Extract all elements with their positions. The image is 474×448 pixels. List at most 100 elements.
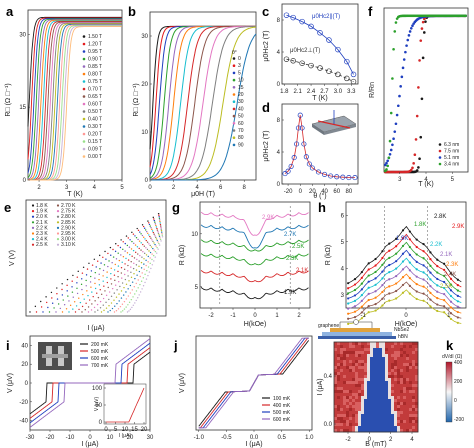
panel-i-xtick-label: -30 bbox=[26, 435, 35, 441]
panel-e-point bbox=[154, 243, 156, 246]
panel-d-point bbox=[334, 174, 340, 180]
panel-e-point bbox=[151, 230, 154, 232]
panel-k-heatmap-cell bbox=[358, 402, 362, 406]
panel-k-heatmap-cell bbox=[337, 366, 341, 370]
panel-k-heatmap-cell bbox=[370, 342, 374, 346]
panel-k-heatmap-cell bbox=[415, 345, 419, 349]
panel-h-point bbox=[456, 294, 459, 298]
panel-h-point bbox=[388, 292, 391, 295]
panel-k-heatmap-cell bbox=[415, 423, 419, 427]
panel-a-legend-marker bbox=[82, 117, 86, 121]
panel-j-xtick-label: 0.0 bbox=[250, 435, 259, 441]
panel-k-heatmap-cell bbox=[409, 342, 413, 346]
panel-k-heatmap-cell bbox=[403, 429, 407, 433]
panel-e-point bbox=[138, 294, 140, 296]
panel-k-heatmap-cell bbox=[352, 375, 356, 379]
panel-e-point bbox=[61, 311, 64, 313]
panel-a-legend-marker bbox=[82, 65, 86, 68]
panel-a-legend-entry: 0.90 T bbox=[88, 57, 102, 63]
panel-k-heatmap-cell bbox=[364, 405, 368, 409]
panel-k-heatmap-cell bbox=[367, 345, 371, 349]
panel-a-curve bbox=[28, 26, 122, 181]
panel-b-legend-marker bbox=[232, 86, 236, 89]
panel-k-heatmap-cell bbox=[340, 363, 344, 367]
panel-h-point bbox=[388, 256, 391, 260]
panel-e-point bbox=[149, 251, 152, 254]
panel-k: k -2 0 2 4 0.00.4 B (mT) I (μA) dV/dI (Ω) 4… bbox=[317, 338, 464, 448]
panel-k-heatmap-cell bbox=[334, 417, 338, 421]
panel-e-point bbox=[144, 273, 146, 276]
panel-k-heatmap-cell bbox=[379, 426, 383, 430]
panel-k-heatmap-cell bbox=[391, 414, 395, 418]
panel-b-legend-marker bbox=[232, 107, 236, 111]
panel-k-heatmap-cell bbox=[391, 369, 395, 373]
panel-e-point bbox=[142, 243, 144, 246]
panel-e-point bbox=[108, 298, 110, 301]
panel-k-heatmap-cell bbox=[355, 423, 359, 427]
panel-a-legend-entry: 1.50 T bbox=[88, 34, 102, 40]
panel-k-heatmap-cell bbox=[412, 348, 416, 352]
panel-h-point bbox=[347, 282, 350, 285]
panel-k-heatmap-cell bbox=[385, 375, 389, 379]
panel-e-point bbox=[68, 311, 70, 313]
panel-k-heatmap-cell bbox=[361, 411, 365, 415]
panel-i-xtick-label: 20 bbox=[127, 435, 134, 441]
panel-g: g 2.9K2.7K2.5K2.3K2.1K1.9K -2 -1 0 1 2 510 H… bbox=[172, 200, 311, 328]
panel-k-heatmap-cell bbox=[358, 387, 362, 391]
panel-e-point bbox=[66, 284, 68, 287]
panel-f-point bbox=[395, 113, 399, 117]
panel-h-point bbox=[367, 298, 370, 302]
panel-k-heatmap-cell bbox=[406, 375, 410, 379]
panel-e-point bbox=[154, 223, 157, 225]
panel-k-heatmap-cell bbox=[340, 378, 344, 382]
panel-h-point bbox=[443, 305, 446, 308]
panel-k-heatmap-cell bbox=[337, 363, 341, 367]
panel-k-heatmap-cell bbox=[340, 399, 344, 403]
panel-f-point bbox=[417, 166, 420, 169]
panel-k-heatmap-cell bbox=[346, 342, 350, 346]
panel-e-point bbox=[116, 289, 118, 291]
panel-b-legend-entry: 90 bbox=[238, 142, 244, 148]
panel-k-heatmap-cell bbox=[412, 384, 416, 388]
panel-e-point bbox=[108, 260, 110, 262]
panel-e-point bbox=[105, 258, 107, 260]
panel-k-heatmap-cell bbox=[355, 354, 359, 358]
panel-f-curves bbox=[384, 14, 467, 174]
panel-c-xtick-label: 2.4 bbox=[307, 89, 316, 95]
panel-f-point bbox=[464, 14, 467, 18]
panel-e-point bbox=[157, 212, 160, 215]
panel-e-point bbox=[120, 239, 122, 241]
panel-k-heatmap-cell bbox=[337, 402, 341, 406]
panel-e-point bbox=[140, 267, 143, 269]
panel-k-heatmap-cell bbox=[391, 363, 395, 367]
panel-k-heatmap-cell bbox=[391, 393, 395, 397]
panel-e-point bbox=[158, 234, 160, 236]
panel-h-point bbox=[449, 272, 453, 275]
panel-k-heatmap-cell bbox=[391, 411, 395, 415]
panel-e-point bbox=[120, 297, 123, 299]
panel-e-point bbox=[137, 287, 139, 289]
panel-d: d -20 0 20 40 60 80 048 θ (°) μ0Hc2 (T) bbox=[262, 100, 359, 200]
panel-k-heatmap-cell bbox=[352, 402, 356, 406]
panel-e-point bbox=[118, 259, 121, 262]
schematic-label-hbn: hBN bbox=[398, 334, 408, 340]
panel-k-heatmap-cell bbox=[379, 408, 383, 412]
panel-k-heatmap-cell bbox=[370, 375, 374, 379]
panel-h-point bbox=[408, 276, 411, 280]
panel-k-heatmap-cell bbox=[415, 417, 419, 421]
panel-a-xtick-label: 4 bbox=[93, 185, 97, 191]
panel-k-heatmap-cell bbox=[367, 357, 371, 361]
panel-k-heatmap-cell bbox=[358, 372, 362, 376]
heterostructure-schematic-icon: graphene NbSe2 hBN bbox=[318, 319, 410, 340]
panel-k-heatmap-cell bbox=[340, 426, 344, 430]
panel-a-legend-marker bbox=[82, 102, 86, 106]
panel-k-heatmap-cell bbox=[382, 387, 386, 391]
panel-k-heatmap-cell bbox=[349, 366, 353, 370]
panel-k-heatmap-cell bbox=[340, 369, 344, 373]
panel-e-point bbox=[139, 283, 141, 286]
panel-k-heatmap-cell bbox=[397, 408, 401, 412]
panel-a-curve bbox=[27, 18, 122, 174]
panel-h-point bbox=[360, 317, 363, 320]
panel-e-point bbox=[153, 218, 155, 220]
panel-e-legend-marker bbox=[56, 238, 60, 241]
